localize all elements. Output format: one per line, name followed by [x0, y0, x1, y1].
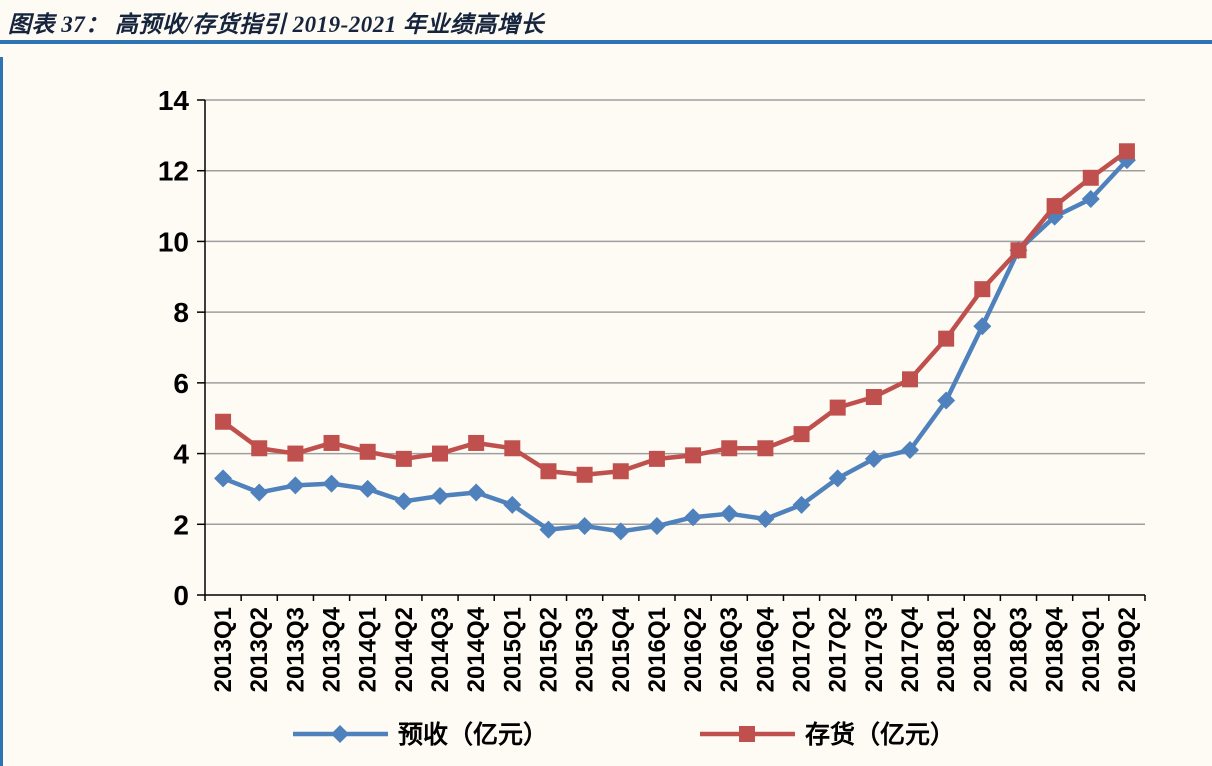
svg-text:2019Q1: 2019Q1 [1078, 607, 1105, 692]
svg-text:2013Q2: 2013Q2 [246, 607, 273, 692]
svg-text:2013Q1: 2013Q1 [210, 607, 237, 692]
svg-text:8: 8 [173, 297, 189, 328]
svg-text:2014Q2: 2014Q2 [391, 607, 418, 692]
svg-text:2017Q4: 2017Q4 [897, 606, 924, 692]
svg-text:预收（亿元）: 预收（亿元） [398, 720, 548, 749]
svg-text:2018Q4: 2018Q4 [1042, 606, 1069, 692]
svg-text:2015Q2: 2015Q2 [535, 607, 562, 692]
svg-text:12: 12 [158, 156, 189, 187]
svg-text:存货（亿元）: 存货（亿元） [805, 720, 955, 749]
svg-text:6: 6 [173, 368, 189, 399]
svg-text:10: 10 [158, 226, 189, 257]
series-inventory [215, 143, 1135, 483]
series-forecast [214, 151, 1136, 541]
legend: 预收（亿元） 存货（亿元） [293, 720, 955, 749]
svg-text:2014Q4: 2014Q4 [463, 606, 490, 692]
svg-text:2017Q2: 2017Q2 [825, 607, 852, 692]
y-axis-labels: 0 2 4 6 8 10 12 14 [158, 85, 190, 611]
svg-text:2018Q1: 2018Q1 [933, 607, 960, 692]
svg-text:2016Q4: 2016Q4 [752, 606, 779, 692]
svg-text:2018Q3: 2018Q3 [1005, 607, 1032, 692]
svg-text:0: 0 [173, 580, 189, 611]
svg-text:2019Q2: 2019Q2 [1114, 607, 1141, 692]
x-axis-labels: 2013Q1 2013Q2 2013Q3 2013Q4 2014Q1 2014Q2 2014… [210, 606, 1141, 692]
svg-text:2018Q2: 2018Q2 [969, 607, 996, 692]
svg-text:2017Q3: 2017Q3 [861, 607, 888, 692]
gridlines [205, 99, 1145, 526]
y-axis-ticks [197, 99, 205, 596]
svg-text:2017Q1: 2017Q1 [789, 607, 816, 692]
svg-text:2015Q1: 2015Q1 [499, 607, 526, 692]
svg-text:2013Q3: 2013Q3 [282, 607, 309, 692]
svg-text:14: 14 [158, 85, 190, 116]
title-underline-rule [0, 40, 1212, 44]
svg-text:2: 2 [173, 509, 189, 540]
svg-text:2016Q2: 2016Q2 [680, 607, 707, 692]
left-border-rule [0, 57, 3, 766]
svg-text:2016Q3: 2016Q3 [716, 607, 743, 692]
svg-text:2013Q4: 2013Q4 [319, 606, 346, 692]
svg-text:2015Q3: 2015Q3 [572, 607, 599, 692]
figure-title: 图表 37： 高预收/存货指引 2019-2021 年业绩高增长 [8, 12, 545, 37]
svg-text:2014Q3: 2014Q3 [427, 607, 454, 692]
svg-text:2016Q1: 2016Q1 [644, 607, 671, 692]
axes [204, 100, 1146, 601]
svg-text:2015Q4: 2015Q4 [608, 606, 635, 692]
svg-text:4: 4 [173, 439, 189, 470]
svg-text:2014Q1: 2014Q1 [355, 607, 382, 692]
